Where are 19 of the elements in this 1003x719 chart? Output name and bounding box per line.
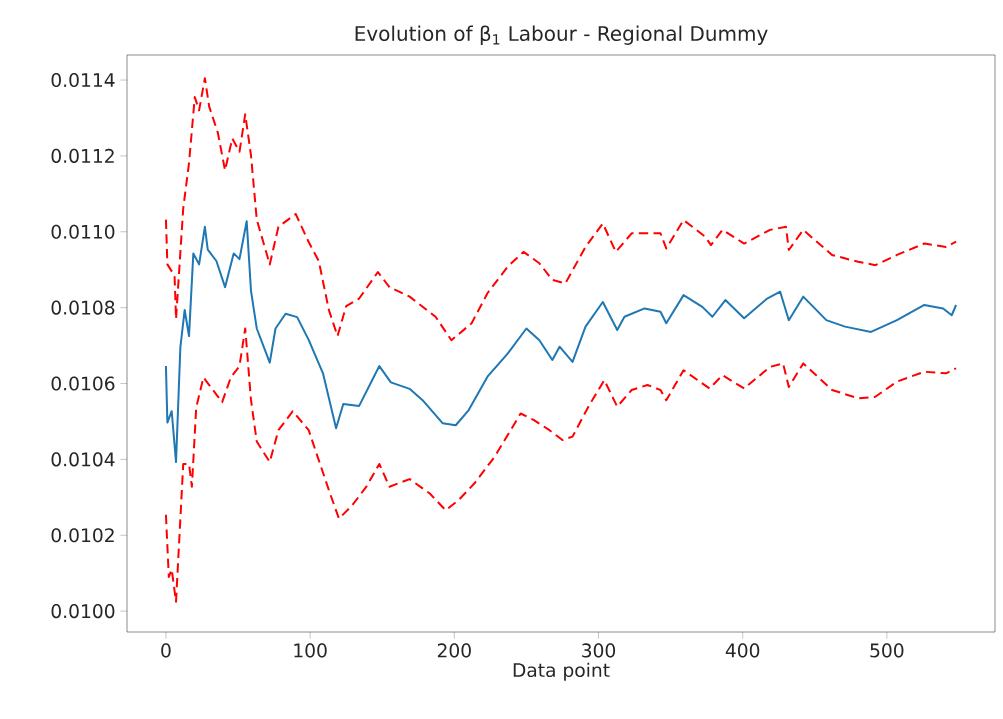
line-series: [164, 77, 958, 342]
y-tick-label: 0.0108: [51, 300, 115, 315]
x-tick-label: 100: [294, 643, 327, 658]
chart-title: Evolution of β$_{1}$ Labour - Regional Dummy: [355, 25, 768, 45]
y-tick-label: 0.0106: [51, 376, 115, 391]
x-tick-label: 200: [437, 643, 471, 658]
y-tick-label: 0.0110: [51, 224, 115, 239]
line-series: [164, 220, 958, 464]
y-tick-label: 0.0100: [51, 604, 115, 619]
y-tick-label: 0.0114: [51, 72, 115, 88]
x-tick-label: 500: [870, 643, 904, 658]
y-tick-label: 0.0112: [51, 148, 114, 163]
y-tick-label: 0.0102: [51, 528, 114, 543]
x-axis-title: Data point: [513, 662, 610, 681]
x-tick-label: 0: [161, 643, 171, 658]
x-tick-label: 300: [582, 643, 616, 658]
y-tick-label: 0.0104: [51, 452, 115, 467]
x-tick-label: 400: [725, 643, 760, 658]
line-series: [164, 327, 958, 603]
